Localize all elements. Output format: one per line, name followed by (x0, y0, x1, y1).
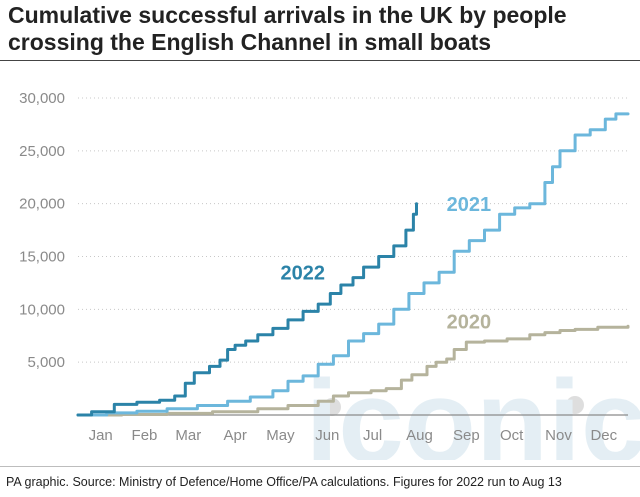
y-tick-label: 25,000 (19, 143, 65, 160)
x-tick-label: Dec (590, 427, 617, 444)
x-tick-label: Jul (363, 427, 382, 444)
series-label-2020: 2020 (447, 311, 492, 333)
x-tick-label: Mar (175, 427, 201, 444)
series-line-2020 (76, 324, 630, 417)
title-rule (0, 60, 640, 61)
y-gridlines (78, 97, 628, 363)
series-label-2022: 2022 (280, 263, 325, 285)
y-tick-label: 20,000 (19, 196, 65, 213)
source-note: PA graphic. Source: Ministry of Defence/… (6, 475, 562, 489)
series-line-2021 (76, 112, 630, 417)
y-tick-label: 30,000 (19, 90, 65, 107)
footer: PA graphic. Source: Ministry of Defence/… (0, 466, 640, 497)
y-axis-tick-labels: 5,000 10,000 15,000 20,000 25,000 30,000 (19, 90, 65, 371)
watermark-dot-right (566, 396, 584, 414)
x-tick-label: Oct (500, 427, 524, 444)
x-tick-label: Feb (132, 427, 158, 444)
x-tick-label: Jan (89, 427, 113, 444)
watermark-text: iconic (306, 356, 640, 460)
x-tick-label: Apr (223, 427, 246, 444)
series-labels: 2020 2021 2022 (280, 194, 491, 333)
x-tick-label: Aug (406, 427, 433, 444)
line-chart: iconic 5,000 10,000 15,000 20,000 25,000 30,0… (19, 90, 640, 460)
chart-title: Cumulative successful arrivals in the UK… (8, 2, 567, 55)
series-line-2022 (76, 202, 418, 417)
x-axis-tick-labels: Jan Feb Mar Apr May Jun Jul Aug Sep Oct Nov Dec (89, 427, 618, 444)
series-label-2021: 2021 (447, 194, 492, 216)
x-tick-label: May (266, 427, 295, 444)
x-tick-label: Sep (453, 427, 480, 444)
y-tick-label: 10,000 (19, 301, 65, 318)
x-tick-label: Jun (315, 427, 339, 444)
y-tick-label: 15,000 (19, 249, 65, 266)
y-tick-label: 5,000 (27, 354, 65, 371)
x-tick-label: Nov (545, 427, 572, 444)
iconic-watermark: iconic (306, 356, 640, 460)
series-lines (76, 112, 630, 417)
